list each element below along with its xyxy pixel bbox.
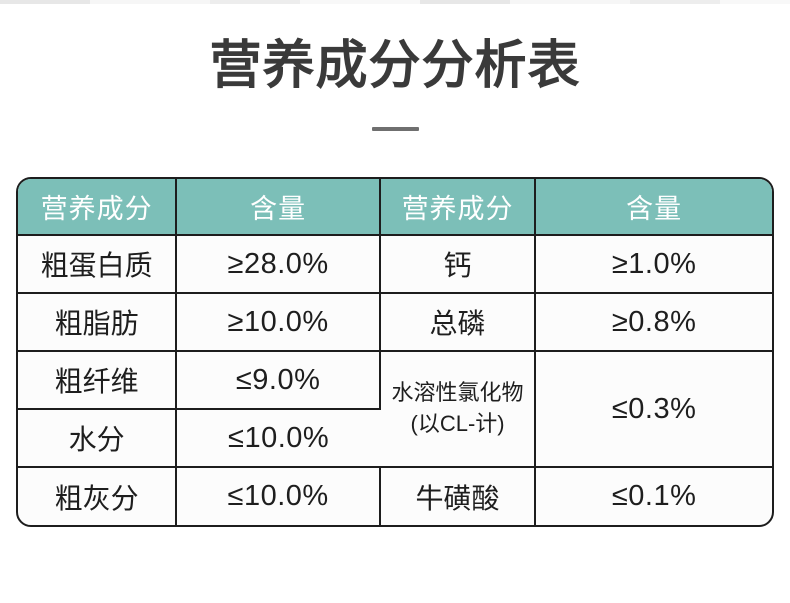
table-row: 粗灰分 ≤10.0% 牛磺酸 ≤0.1% [18,467,772,525]
header-content-right: 含量 [535,179,772,236]
nutrient-name-cell: 粗纤维 [18,351,178,410]
table-row: 粗脂肪 ≥10.0% 总磷 ≥0.8% [18,293,772,352]
nutrient-name-cell: 钙 [379,235,537,294]
nutrient-name-cell: 水分 [18,409,178,468]
nutrition-table: 营养成分 含量 营养成分 含量 粗蛋白质 ≥28.0% 钙 ≥1.0% 粗脂肪 … [16,177,774,527]
table-row: 粗纤维 ≤9.0% 水溶性氯化物 (以CL-计) ≤0.3% [18,351,772,468]
nutrient-value-cell: ≥1.0% [535,235,772,294]
nutrient-value-cell: ≥0.8% [535,293,772,352]
header-nutrient-right: 营养成分 [379,179,537,236]
nutrient-name-cell: 粗灰分 [18,467,178,525]
nutrient-name-line2: (以CL-计) [410,411,505,436]
nutrient-value-cell: ≤9.0% [176,351,381,410]
nutrient-value-cell: ≥10.0% [176,293,381,352]
nutrient-name-cell: 粗蛋白质 [18,235,178,294]
nutrient-name-cell: 牛磺酸 [379,467,537,525]
nutrient-name-line1: 水溶性氯化物 [391,380,524,406]
nutrient-value-cell-merged: ≤0.3% [535,351,772,468]
nutrient-value-cell: ≤10.0% [176,467,381,525]
nutrition-analysis-table: 营养成分 含量 营养成分 含量 粗蛋白质 ≥28.0% 钙 ≥1.0% 粗脂肪 … [18,179,772,525]
table-row: 水分 ≤10.0% [18,409,772,468]
nutrient-name-cell-merged: 水溶性氯化物 (以CL-计) [379,351,537,468]
nutrient-value-cell: ≤10.0% [176,409,380,468]
bottom-whitespace [0,527,790,587]
header-content-left: 含量 [176,179,381,236]
table-row: 粗蛋白质 ≥28.0% 钙 ≥1.0% [18,235,772,294]
title-divider [371,127,419,131]
top-edge-strip [0,0,790,4]
page-title: 营养成分分析表 [209,37,581,95]
header-nutrient-left: 营养成分 [18,179,178,236]
nutrient-value-cell: ≥28.0% [176,235,381,294]
nutrient-name-cell: 粗脂肪 [18,293,178,352]
table-header-row: 营养成分 含量 营养成分 含量 [18,179,772,236]
nutrient-name-cell: 总磷 [379,293,537,352]
nutrient-value-cell: ≤0.1% [611,480,697,512]
